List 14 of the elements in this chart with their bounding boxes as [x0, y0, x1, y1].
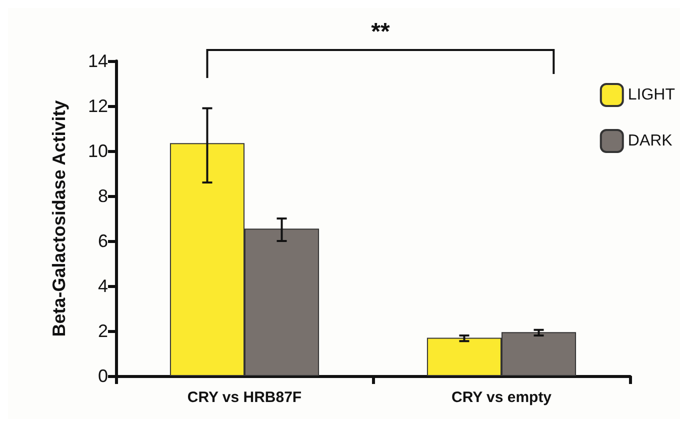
x-tick-label: CRY vs HRB87F [187, 389, 302, 406]
x-tick-label: CRY vs empty [451, 389, 552, 406]
y-tick-label: 4 [98, 276, 108, 296]
y-tick-label: 6 [98, 231, 108, 251]
y-tick-label: 14 [88, 51, 108, 71]
legend-label: DARK [628, 132, 673, 150]
y-tick-label: 12 [88, 96, 108, 116]
text: ** [371, 18, 390, 46]
y-tick-label: 8 [98, 186, 108, 206]
y-tick-label: 10 [88, 141, 108, 161]
legend-label: LIGHT [628, 86, 676, 104]
y-axis-title: Beta-Galactosidase Activity [49, 100, 69, 337]
y-tick-label: 0 [98, 366, 108, 386]
y-tick-label: 2 [98, 321, 108, 341]
